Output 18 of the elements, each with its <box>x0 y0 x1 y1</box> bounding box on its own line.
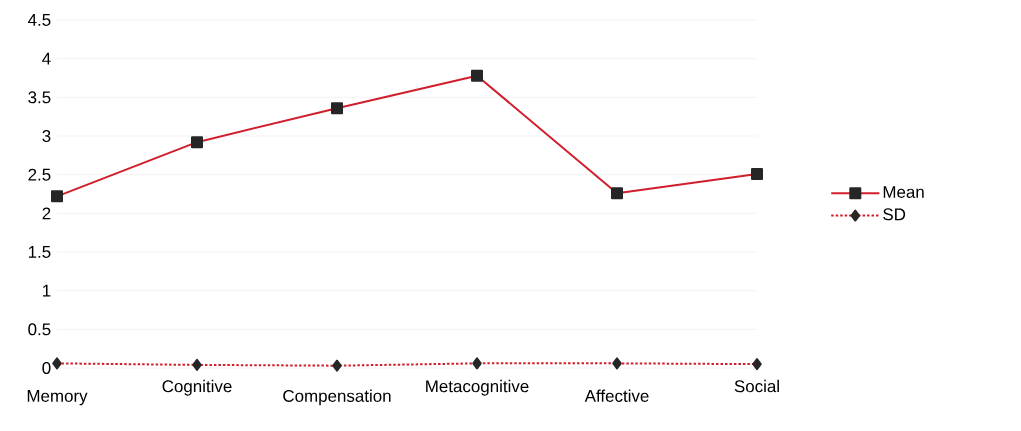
y-tick-label: 1.5 <box>28 246 51 258</box>
y-tick-label: 1 <box>43 284 51 297</box>
x-tick-label: Cognitive <box>162 379 232 396</box>
x-tick-label: Social <box>734 379 779 393</box>
y-tick-label: 4.5 <box>28 14 51 26</box>
y-tick-label: 2 <box>42 207 51 220</box>
y-tick-label: 3.5 <box>28 91 51 104</box>
y-tick-label: 0.5 <box>28 323 51 336</box>
x-tick-label: Compensation <box>283 389 391 406</box>
legend-label: Mean <box>883 186 924 198</box>
y-tick-label: 3 <box>42 130 51 142</box>
x-tick-label: Affective <box>584 389 649 402</box>
y-tick-label: 2.5 <box>28 168 51 181</box>
y-tick-label: 0 <box>42 362 51 374</box>
x-tick-label: Metacognitive <box>426 379 529 396</box>
legend-label: SD <box>883 208 906 221</box>
x-tick-label: Memory <box>27 390 88 406</box>
y-tick-label: 4 <box>42 52 51 65</box>
